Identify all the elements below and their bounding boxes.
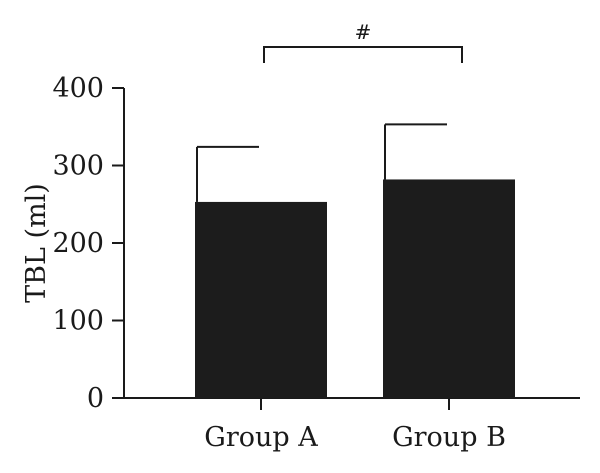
- x-tick-label: Group B: [392, 422, 506, 453]
- x-tick-label: Group A: [204, 422, 318, 453]
- significance-bracket: [263, 46, 463, 63]
- significance-annotation: #: [263, 20, 463, 63]
- error-bars: [196, 123, 447, 202]
- y-tick-label: 300: [52, 151, 104, 182]
- y-tick-label: 100: [52, 306, 104, 337]
- y-tick-label: 400: [52, 73, 104, 104]
- bar: [195, 201, 327, 398]
- y-tick-label: 0: [87, 383, 104, 414]
- significance-marker: #: [355, 20, 372, 44]
- bar: [383, 179, 515, 398]
- y-axis: 0 100 200 300 400: [52, 73, 125, 414]
- x-axis: Group A Group B: [124, 397, 580, 453]
- y-tick-label: 200: [52, 228, 104, 259]
- bars: [195, 179, 515, 398]
- y-axis-title: TBL (ml): [21, 183, 52, 303]
